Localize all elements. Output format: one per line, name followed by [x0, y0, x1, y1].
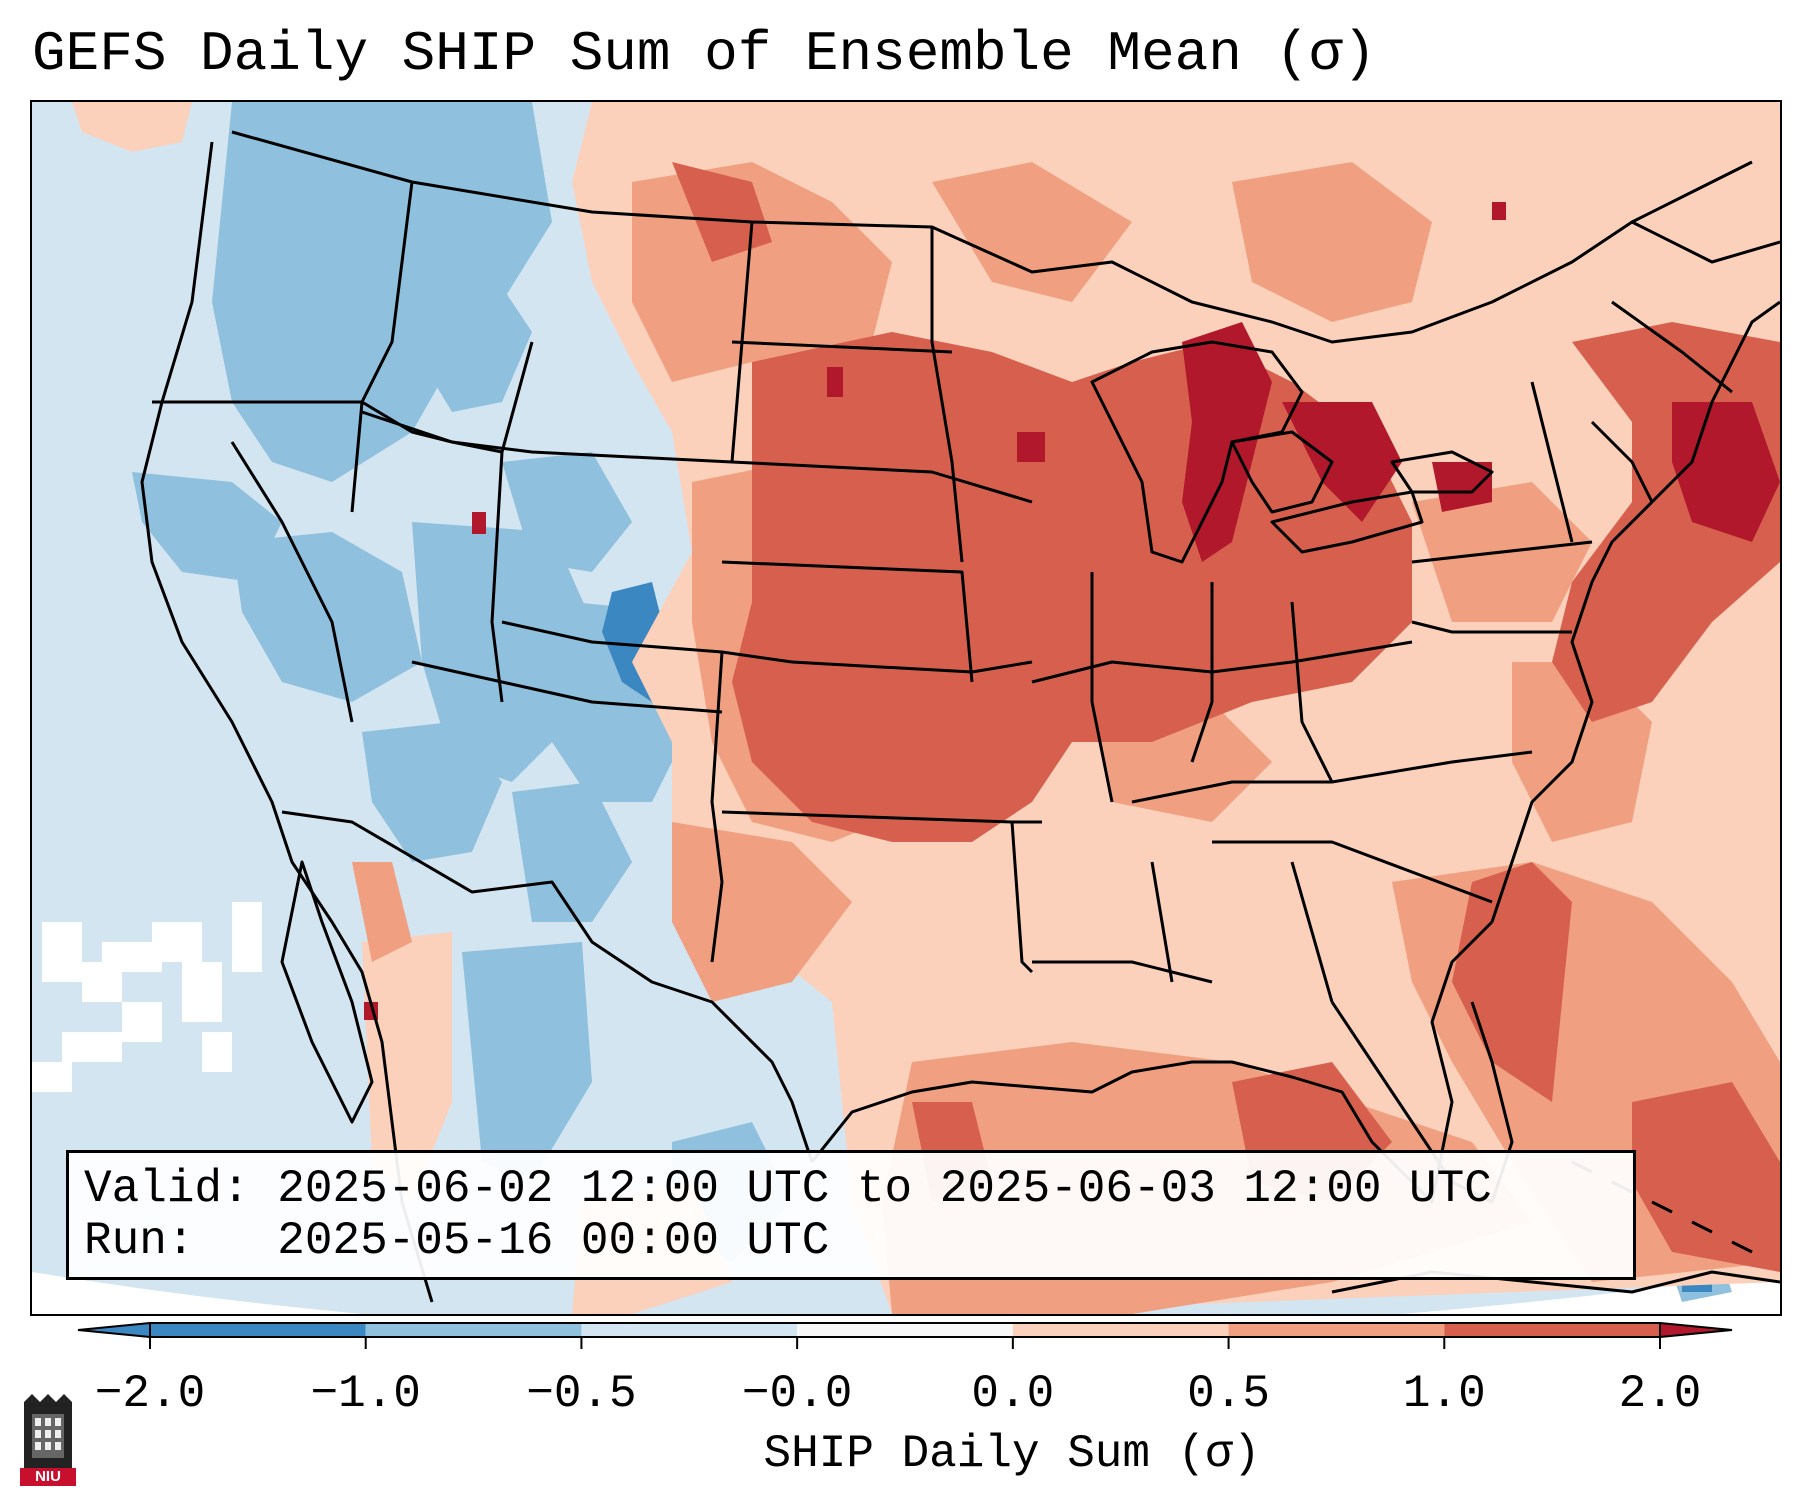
map-canvas — [32, 102, 1780, 1314]
white-noise-patches — [32, 902, 262, 1092]
colorbar-tick-label: −0.5 — [526, 1368, 637, 1420]
colorbar-segment — [1012, 1323, 1229, 1337]
colorbar-tick-label: 1.0 — [1402, 1368, 1486, 1420]
valid-time-line: Valid: 2025-06-02 12:00 UTC to 2025-06-0… — [84, 1163, 1492, 1215]
colorbar-extend-high — [1659, 1321, 1733, 1339]
validity-info-box: Valid: 2025-06-02 12:00 UTC to 2025-06-0… — [66, 1150, 1636, 1280]
extreme-positive-region — [364, 202, 1780, 1020]
colorbar-tick-label: −2.0 — [94, 1368, 206, 1420]
colorbar-tick-label: 2.0 — [1618, 1368, 1702, 1420]
colorbar-segment — [1228, 1323, 1445, 1337]
colorbar-segment — [365, 1323, 582, 1337]
logo-text: NIU — [35, 1468, 61, 1485]
valid-label: Valid: — [84, 1163, 250, 1215]
niu-logo: NIU — [18, 1392, 78, 1488]
colorbar-tick-label: −0.0 — [741, 1368, 853, 1420]
colorbar-segment — [150, 1323, 366, 1337]
chart-title: GEFS Daily SHIP Sum of Ensemble Mean (σ) — [32, 22, 1377, 86]
colorbar-extend-low — [77, 1321, 151, 1339]
colorbar-segment — [1444, 1323, 1660, 1337]
colorbar — [77, 1321, 1733, 1349]
map-panel — [30, 100, 1782, 1316]
run-value: 2025-05-16 00:00 UTC — [277, 1215, 830, 1267]
colorbar-segments — [77, 1321, 1733, 1339]
colorbar-label: SHIP Daily Sum (σ) — [763, 1428, 1261, 1480]
boundary-lines — [140, 130, 1780, 1303]
run-label: Run: — [84, 1215, 195, 1267]
colorbar-tick-label: −1.0 — [310, 1368, 421, 1420]
valid-value: 2025-06-02 12:00 UTC to 2025-06-03 12:00… — [277, 1163, 1492, 1215]
out-of-domain-area — [32, 1272, 1780, 1314]
colorbar-ticks — [149, 1337, 1661, 1349]
colorbar-tick-label: 0.0 — [971, 1368, 1055, 1420]
colorbar-segment — [581, 1323, 798, 1337]
colorbar-tick-label: 0.5 — [1187, 1368, 1270, 1420]
tower-icon — [20, 1394, 76, 1486]
colorbar-outline — [149, 1322, 1661, 1338]
colorbar-segment — [797, 1323, 1013, 1337]
run-time-line: Run: 2025-05-16 00:00 UTC — [84, 1215, 829, 1267]
